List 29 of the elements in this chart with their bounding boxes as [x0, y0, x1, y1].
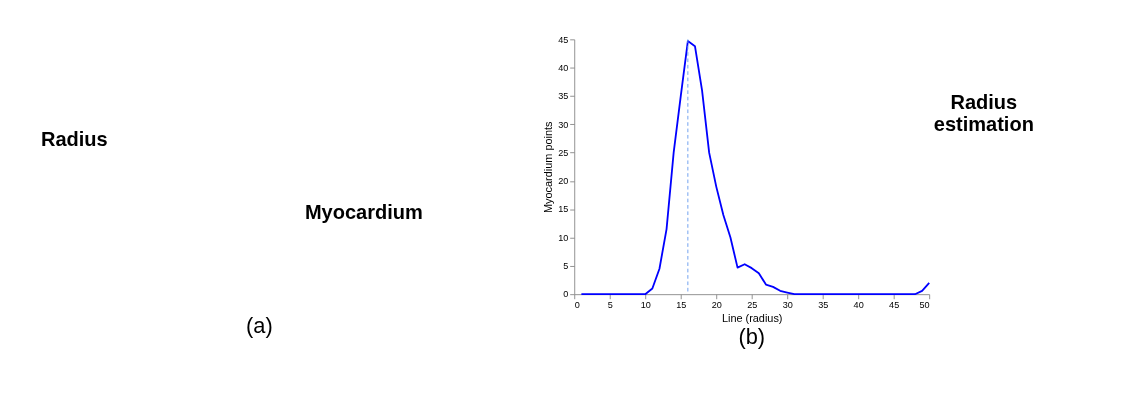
- y-tick-label: 15: [558, 204, 569, 215]
- x-tick-label: 5: [607, 300, 613, 311]
- text: Radius estimation: [933, 91, 1034, 136]
- y-tick-label: 45: [558, 34, 569, 45]
- x-tick-label: 10: [640, 300, 651, 311]
- x-tick-label: 35: [818, 300, 829, 311]
- x-tick-label: 20: [711, 300, 722, 311]
- text: Myocardium: [304, 200, 423, 223]
- x-tick-label: 25: [747, 300, 758, 311]
- x-tick-label: 15: [676, 300, 687, 311]
- y-tick-label: 0: [563, 289, 569, 300]
- y-tick-label: 30: [558, 119, 569, 130]
- y-tick-label: 25: [558, 147, 569, 158]
- y-tick-label: 35: [558, 91, 569, 102]
- y-tick-label: 20: [558, 176, 569, 187]
- line-series: [580, 40, 931, 296]
- y-tick-label: 10: [558, 232, 569, 243]
- text: (b): [738, 324, 766, 350]
- x-axis-title: Line (radius): [721, 311, 783, 324]
- x-tick-label: 40: [853, 300, 864, 311]
- x-tick-label: 30: [782, 300, 793, 311]
- x-tick-label: 0: [574, 300, 580, 311]
- x-tick-label: 50: [919, 300, 930, 311]
- y-axis-title: Myocardium points: [541, 120, 554, 214]
- text: (a): [246, 313, 273, 339]
- y-tick-label: 40: [558, 62, 569, 73]
- y-tick-label: 5: [563, 261, 569, 272]
- text: Radius: [40, 127, 108, 150]
- x-tick-label: 45: [889, 300, 900, 311]
